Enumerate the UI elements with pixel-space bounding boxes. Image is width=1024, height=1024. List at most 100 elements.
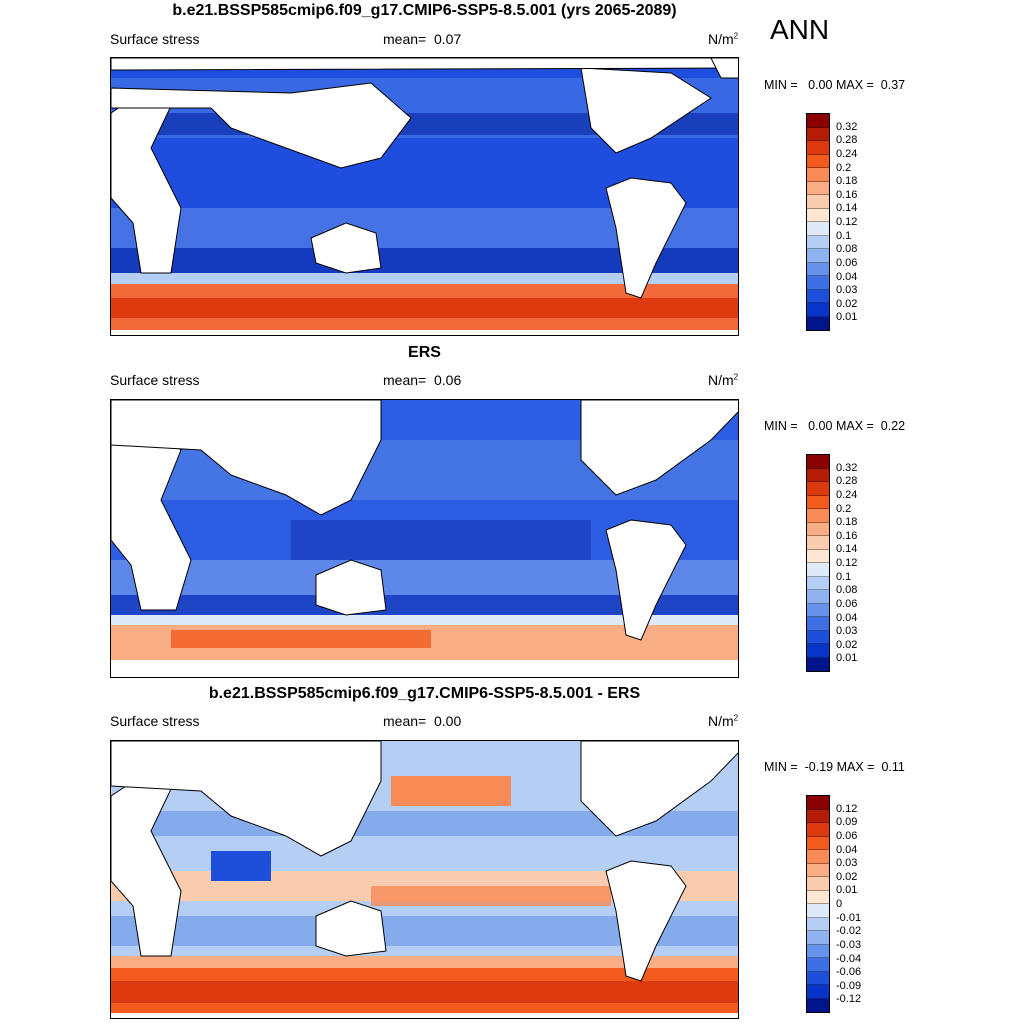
colorbar-tick-label: -0.03 [836, 938, 862, 951]
colorbar-tick-label: 0.06 [836, 256, 858, 269]
colorbar-tick-label: 0.32 [836, 461, 858, 474]
colorbar-swatch [807, 657, 829, 671]
panel-2-title: ERS [408, 344, 441, 361]
panel-3-variable: Surface stress [110, 713, 200, 729]
season-label: ANN [770, 14, 830, 45]
panel-3-max-value: 0.11 [881, 760, 905, 774]
colorbar-swatch [807, 222, 829, 236]
colorbar-tick-label: 0.03 [836, 857, 858, 870]
colorbar-tick-label: 0.01 [836, 652, 858, 665]
colorbar-tick-label: 0.01 [836, 884, 858, 897]
colorbar-tick-label: 0.03 [836, 625, 858, 638]
colorbar-swatch [807, 863, 829, 877]
colorbar-swatch [807, 944, 829, 958]
colorbar-tick-label: 0.1 [836, 570, 852, 583]
colorbar-swatch [807, 958, 829, 972]
colorbar-swatch [807, 208, 829, 222]
colorbar-tick-label: 0.04 [836, 611, 858, 624]
colorbar-swatch [807, 154, 829, 168]
colorbar-swatch [807, 890, 829, 904]
colorbar-tick-label: -0.02 [836, 925, 862, 938]
colorbar-tick-label: 0 [836, 898, 843, 910]
colorbar-swatch [807, 509, 829, 523]
panel-1-mean-label: mean= [383, 31, 427, 47]
colorbar-tick-label: 0.32 [836, 120, 858, 133]
panel-1-max-value: 0.37 [880, 78, 906, 92]
colorbar-swatch [807, 917, 829, 931]
colorbar-swatch [807, 590, 829, 604]
colorbar-tick-label: 0.02 [836, 297, 858, 310]
colorbar-swatch [807, 549, 829, 563]
colorbar-swatch [807, 644, 829, 658]
colorbar-swatch [807, 276, 829, 290]
panel-1-units: N/m2 [708, 31, 739, 47]
colorbar-swatch [807, 249, 829, 263]
colorbar-tick-label: 0.03 [836, 284, 858, 297]
colorbar-swatch [807, 181, 829, 195]
panel-1-max-label: MAX = [835, 78, 874, 92]
colorbar-tick-label: 0.16 [836, 529, 858, 542]
colorbar-swatch [807, 809, 829, 823]
panel-2-min-label: MIN = [764, 419, 798, 433]
colorbar-swatch [807, 931, 829, 945]
panel-3-max-label: MAX = [836, 760, 875, 774]
colorbar-swatch [807, 141, 829, 155]
colorbar-swatch [807, 316, 829, 330]
colorbar-swatch [807, 563, 829, 577]
colorbar-tick-label: 0.12 [836, 216, 858, 228]
colorbar-swatch [807, 576, 829, 590]
panel-3-minmax: MIN = -0.19 MAX = 0.11 [764, 760, 905, 774]
panel-1-title: b.e21.BSSP585cmip6.f09_g17.CMIP6-SSP5-8.… [172, 2, 677, 19]
panel-1-map [110, 57, 739, 336]
colorbar-tick-label: 0.28 [836, 134, 858, 147]
colorbar-swatch [807, 617, 829, 631]
colorbar-swatch [807, 522, 829, 536]
colorbar-tick-label: -0.12 [836, 993, 862, 1006]
colorbar-swatch [807, 603, 829, 617]
colorbar-swatch [807, 303, 829, 317]
panel-1-variable: Surface stress [110, 31, 200, 47]
panel-2-mean-value: 0.06 [433, 372, 462, 388]
panel-2-variable: Surface stress [110, 372, 200, 388]
panel-2-max-label: MAX = [835, 419, 874, 433]
panel-2-max-value: 0.22 [880, 419, 906, 433]
colorbar-swatch [807, 482, 829, 496]
panel-3-mean-value: 0.00 [433, 713, 462, 729]
colorbar-swatch [807, 168, 829, 182]
panel-3-map [110, 740, 739, 1019]
colorbar-swatch [807, 289, 829, 303]
colorbar-tick-label: 0.01 [836, 311, 858, 324]
colorbar-tick-label: 0.08 [836, 584, 858, 597]
panel-2-mean: mean= 0.06 [383, 372, 461, 388]
colorbar-swatch [807, 877, 829, 891]
colorbar-swatch [807, 850, 829, 864]
panel-3-title: b.e21.BSSP585cmip6.f09_g17.CMIP6-SSP5-8.… [208, 685, 641, 702]
colorbar-swatch [807, 823, 829, 837]
colorbar-tick-label: 0.24 [836, 147, 858, 160]
colorbar-tick-label: 0.02 [836, 638, 858, 651]
colorbar-tick-label: 0.2 [836, 502, 852, 515]
colorbar-swatch [807, 998, 829, 1012]
colorbar-swatch [807, 904, 829, 918]
colorbar-swatch [807, 235, 829, 249]
panel-3-mean: mean= 0.00 [383, 713, 461, 729]
colorbar-swatch [807, 536, 829, 550]
colorbar-swatch [807, 971, 829, 985]
panel-2-colorbar [806, 454, 830, 672]
colorbar-swatch [807, 455, 829, 469]
colorbar-swatch [807, 985, 829, 999]
colorbar-tick-label: 0.09 [836, 816, 858, 829]
colorbar-tick-label: 0.18 [836, 175, 858, 188]
panel-3-mean-label: mean= [383, 713, 427, 729]
panel-2-minmax: MIN = 0.00 MAX = 0.22 [764, 419, 905, 433]
colorbar-tick-label: 0.28 [836, 475, 858, 488]
panel-3-min-label: MIN = [764, 760, 798, 774]
panel-3-units: N/m2 [708, 713, 739, 729]
colorbar-swatch [807, 195, 829, 209]
panel-1-minmax: MIN = 0.00 MAX = 0.37 [764, 78, 905, 92]
panel-1-mean: mean= 0.07 [383, 31, 461, 47]
colorbar-tick-label: -0.04 [836, 952, 862, 965]
colorbar-swatch [807, 796, 829, 810]
panel-1-min-label: MIN = [764, 78, 798, 92]
panel-3-min-value: -0.19 [804, 760, 834, 774]
